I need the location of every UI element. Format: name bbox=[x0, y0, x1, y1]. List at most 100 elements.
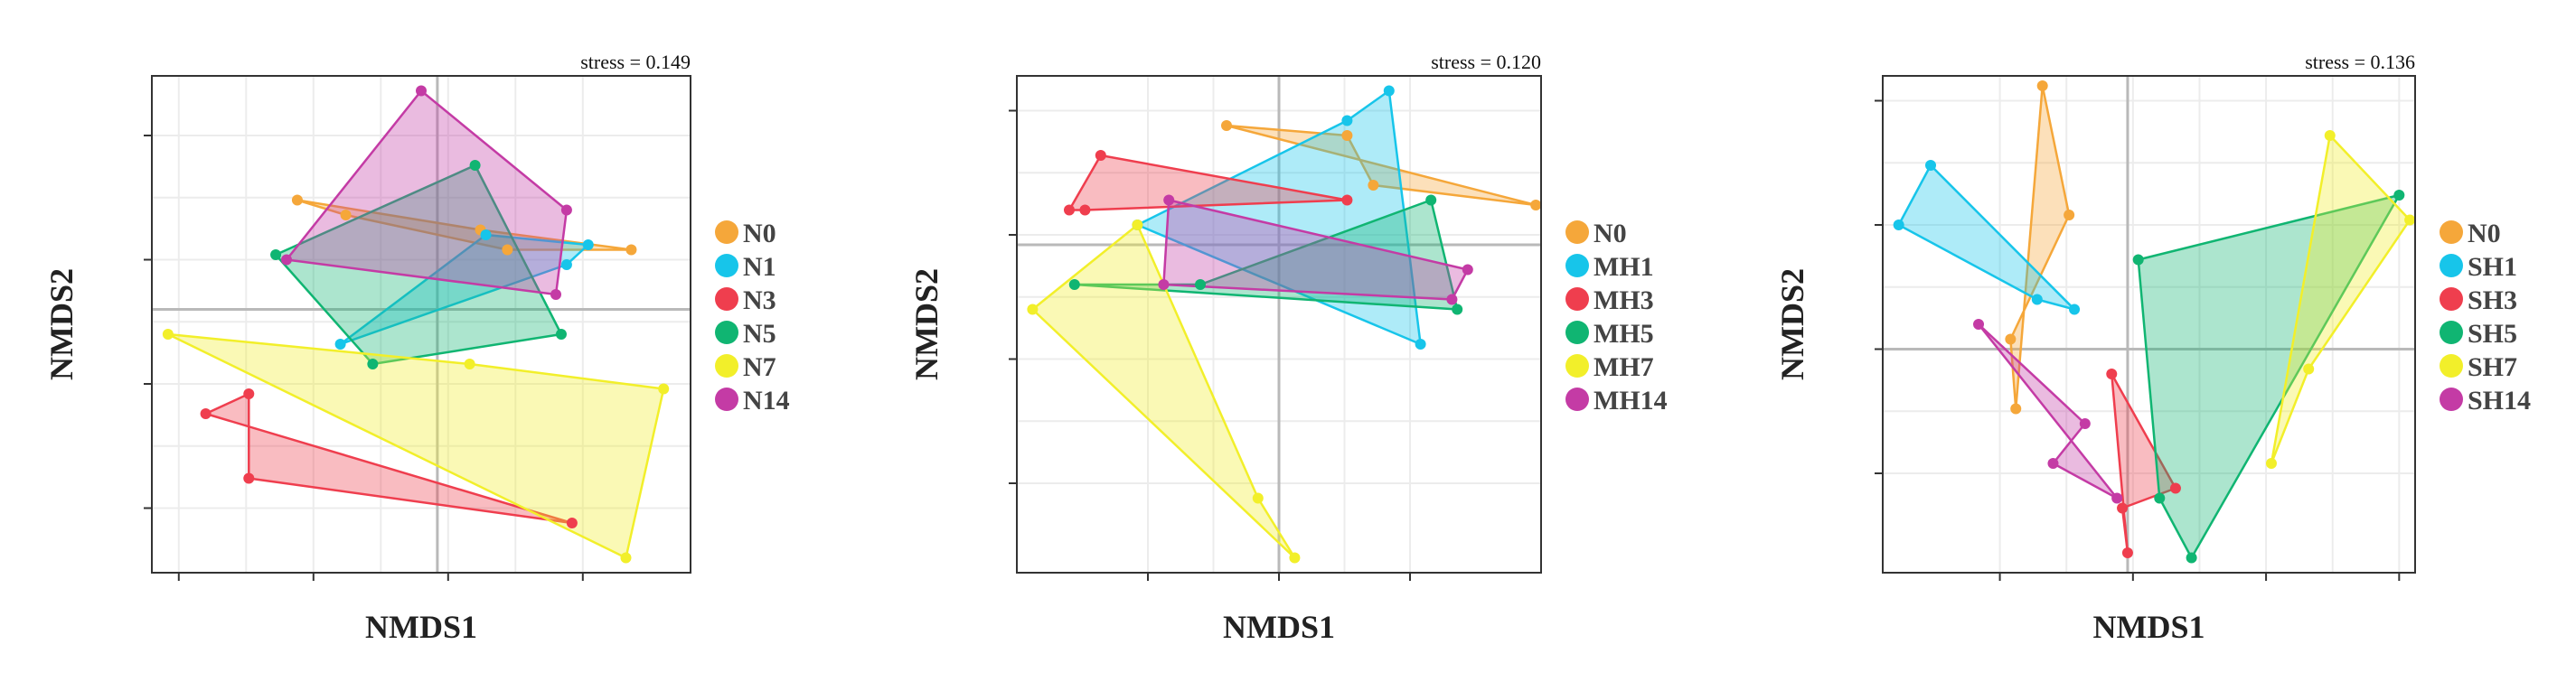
panel-3: stress = 0.136 NMDS1 NMDS2 N0 SH1 SH3 SH… bbox=[1774, 51, 2531, 645]
panel-3-x-axis-title: NMDS1 bbox=[2093, 609, 2205, 645]
data-point-mh5 bbox=[1452, 304, 1463, 315]
legend-item: N5 bbox=[715, 319, 776, 349]
data-point-n3 bbox=[243, 472, 255, 484]
legend-label: MH5 bbox=[1594, 319, 1654, 349]
data-point-n0 bbox=[340, 210, 352, 220]
legend-item: N1 bbox=[715, 252, 776, 282]
data-point-sh5 bbox=[2132, 254, 2144, 266]
legend-marker bbox=[715, 287, 738, 311]
group-hull-n0 bbox=[296, 199, 633, 251]
data-point-n7 bbox=[464, 359, 475, 369]
legend-label: N7 bbox=[743, 352, 776, 382]
data-point-n1 bbox=[582, 239, 594, 250]
data-point-sh14 bbox=[2079, 418, 2091, 429]
legend-marker bbox=[2440, 354, 2463, 378]
data-point-n1 bbox=[480, 229, 492, 240]
data-point-sh14 bbox=[1973, 319, 1985, 330]
data-point-n1 bbox=[334, 339, 346, 350]
panel-2-x-axis-title: NMDS1 bbox=[1223, 609, 1335, 645]
data-point-sh1 bbox=[1925, 160, 1937, 171]
legend-marker bbox=[715, 254, 738, 277]
data-point-sh14 bbox=[2047, 458, 2059, 469]
data-point-n0 bbox=[625, 244, 637, 256]
data-point-n7 bbox=[658, 383, 670, 395]
legend-label: N1 bbox=[743, 252, 776, 282]
legend-item: MH5 bbox=[1565, 319, 1654, 349]
data-point-n7 bbox=[162, 329, 174, 340]
data-point-mh3 bbox=[1079, 204, 1091, 216]
legend-label: MH3 bbox=[1594, 285, 1654, 315]
panel-1-legend: N0 N1 N3 N5 N7 N14 bbox=[715, 219, 790, 416]
panel-1-ticks bbox=[144, 135, 584, 581]
legend-item: N14 bbox=[715, 386, 790, 416]
data-point-n1 bbox=[560, 259, 572, 270]
data-point-n0 bbox=[1221, 120, 1232, 131]
panel-1-x-axis-title: NMDS1 bbox=[365, 609, 477, 645]
panel-1: stress = 0.149 NMDS1 NMDS2 N0 N1 N3 N5 N… bbox=[43, 51, 790, 645]
panel-3-frame bbox=[1882, 75, 2416, 574]
legend-marker bbox=[2440, 388, 2463, 411]
data-point-mh14 bbox=[1446, 294, 1458, 305]
data-point-n0 bbox=[1530, 200, 1542, 210]
panel-3-legend: N0 SH1 SH3 SH5 SH7 SH14 bbox=[2440, 219, 2531, 416]
data-point-sh7 bbox=[2265, 458, 2277, 469]
data-point-n14 bbox=[560, 204, 572, 216]
legend-label: N3 bbox=[743, 285, 776, 315]
panel-1-frame bbox=[151, 75, 691, 574]
data-point-n3 bbox=[200, 408, 212, 419]
data-point-n0 bbox=[2064, 210, 2075, 220]
data-point-mh3 bbox=[1341, 194, 1353, 206]
data-point-sh1 bbox=[2069, 304, 2081, 315]
legend-label: SH5 bbox=[2468, 319, 2517, 349]
legend-item: MH7 bbox=[1565, 352, 1654, 382]
legend-marker bbox=[1565, 254, 1589, 277]
legend-item: SH7 bbox=[2440, 352, 2517, 382]
panel-3-ticks bbox=[1875, 99, 2401, 581]
panel-2-ticks bbox=[1009, 109, 1411, 581]
legend-label: SH7 bbox=[2468, 352, 2517, 382]
data-point-mh7 bbox=[1289, 552, 1301, 564]
legend-marker bbox=[2440, 287, 2463, 311]
data-point-n0 bbox=[1341, 130, 1353, 141]
legend-item: N3 bbox=[715, 285, 776, 315]
panel-3-grid bbox=[1883, 76, 2415, 573]
data-point-mh1 bbox=[1415, 339, 1426, 350]
panel-1-points bbox=[162, 85, 670, 564]
legend-item: SH3 bbox=[2440, 285, 2517, 315]
legend-item: MH3 bbox=[1565, 285, 1654, 315]
legend-marker bbox=[2440, 220, 2463, 244]
data-point-mh5 bbox=[1195, 279, 1206, 290]
data-point-sh3 bbox=[2117, 502, 2129, 514]
legend-marker bbox=[2440, 254, 2463, 277]
data-point-sh3 bbox=[2121, 547, 2133, 558]
data-point-sh7 bbox=[2303, 363, 2315, 375]
data-point-n3 bbox=[243, 388, 255, 399]
legend-marker bbox=[715, 220, 738, 244]
data-point-n0 bbox=[291, 194, 303, 206]
data-point-sh7 bbox=[2324, 130, 2336, 141]
legend-label: N14 bbox=[743, 386, 790, 416]
data-point-n5 bbox=[555, 329, 567, 340]
legend-marker bbox=[1565, 321, 1589, 344]
panel-1-grid bbox=[152, 76, 691, 573]
data-point-mh7 bbox=[1027, 304, 1039, 315]
data-point-mh14 bbox=[1462, 264, 1473, 276]
legend-marker bbox=[2440, 321, 2463, 344]
data-point-sh7 bbox=[2404, 214, 2416, 226]
data-point-n14 bbox=[281, 254, 292, 266]
panel-3-points bbox=[1893, 80, 2416, 564]
group-hull-n0 bbox=[2009, 84, 2071, 410]
legend-label: MH1 bbox=[1594, 252, 1654, 282]
data-point-sh1 bbox=[1893, 220, 1904, 230]
legend-item: N7 bbox=[715, 352, 776, 382]
data-point-n0 bbox=[502, 244, 513, 256]
panel-1-polygons bbox=[166, 89, 665, 559]
data-point-mh7 bbox=[1132, 220, 1143, 230]
legend-marker bbox=[1565, 354, 1589, 378]
data-point-mh14 bbox=[1163, 194, 1175, 206]
data-point-n0 bbox=[2005, 333, 2017, 345]
panel-2: stress = 0.120 NMDS1 NMDS2 N0 MH1 MH3 MH… bbox=[908, 51, 1668, 645]
legend-label: N0 bbox=[1594, 219, 1627, 248]
data-point-n14 bbox=[550, 289, 561, 300]
